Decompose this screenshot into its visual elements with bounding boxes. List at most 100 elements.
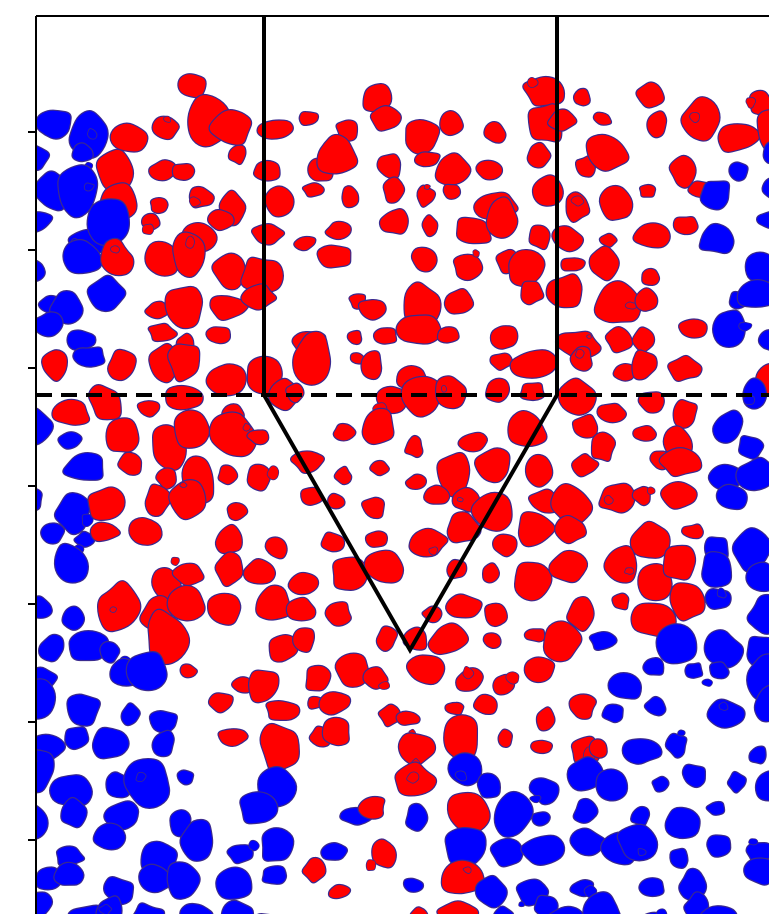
red-grain [376, 153, 402, 180]
blue-grain [669, 847, 689, 869]
blue-grain [744, 251, 769, 283]
red-grain [361, 407, 395, 446]
axes-layer [35, 15, 769, 914]
red-grain [41, 349, 69, 382]
left-ticks [28, 131, 36, 841]
red-grain [369, 105, 402, 132]
red-grain [252, 159, 281, 182]
red-grain [434, 152, 472, 186]
red-grain [592, 111, 613, 126]
blue-grain [36, 804, 49, 840]
red-grain [148, 159, 178, 182]
red-grain [318, 691, 352, 716]
red-grain [128, 516, 163, 546]
red-grain [571, 453, 600, 478]
red-grain [557, 377, 597, 416]
red-grain [247, 669, 280, 704]
red-grain [434, 375, 468, 410]
grain-fragment [248, 839, 260, 852]
blue-grain [621, 738, 663, 765]
blue-grain [36, 109, 72, 140]
blue-grain [40, 522, 66, 545]
grain-fragment [646, 486, 656, 495]
grain-fragment [716, 587, 727, 599]
grain-fragment [454, 770, 467, 782]
grain-fragment [586, 334, 593, 339]
blue-grain [53, 542, 89, 584]
red-grain [436, 900, 480, 914]
red-grain [89, 521, 121, 543]
red-grain [324, 220, 352, 241]
grain-layer [36, 73, 769, 914]
red-grain [208, 109, 253, 146]
red-grain [361, 496, 386, 520]
red-grain [117, 451, 143, 476]
grain-fragment [637, 848, 647, 857]
red-grain [598, 184, 634, 221]
grain-fragment [738, 321, 753, 332]
red-grain [507, 409, 548, 448]
red-grain [287, 571, 320, 596]
blue-grain [120, 702, 141, 727]
red-grain [513, 561, 553, 602]
blue-grain [736, 279, 769, 308]
red-grain [631, 349, 658, 381]
red-grain [298, 110, 320, 127]
blue-grain [743, 857, 769, 886]
red-grain [588, 738, 608, 759]
blue-grain [66, 329, 97, 352]
blue-grain [72, 346, 106, 368]
blue-grain [706, 698, 746, 729]
red-grain [265, 700, 301, 722]
red-grain [404, 473, 428, 491]
red-grain [444, 701, 465, 716]
blue-grain [55, 845, 86, 867]
grain-fragment [406, 771, 420, 784]
blue-grain [664, 806, 701, 840]
red-grain [332, 556, 369, 592]
red-grain [256, 119, 294, 140]
red-grain [333, 465, 353, 486]
grain-fragment [188, 196, 201, 208]
red-grain [172, 231, 206, 279]
red-grain [658, 447, 703, 478]
red-grain [177, 73, 207, 99]
red-grain [416, 184, 437, 208]
grain-fragment [718, 701, 729, 711]
grain-fragment [163, 115, 171, 123]
blue-grain [179, 818, 214, 862]
red-grain [637, 391, 665, 414]
blue-grain [57, 164, 99, 219]
red-grain [362, 82, 393, 113]
blue-grain [474, 874, 508, 909]
blue-grain [91, 726, 130, 760]
red-grain [357, 795, 386, 820]
grain-fragment [109, 606, 118, 613]
blue-grain [748, 745, 767, 765]
blue-grain [151, 729, 175, 758]
red-grain [635, 81, 665, 109]
blue-grain [73, 530, 96, 548]
red-grain [285, 596, 317, 622]
blue-grain [166, 861, 201, 900]
blue-grain [755, 211, 769, 229]
red-grain [672, 216, 699, 236]
red-grain [242, 557, 277, 585]
red-grain [371, 838, 397, 869]
blue-grain [36, 144, 51, 172]
red-grain [598, 482, 636, 514]
red-grain [217, 728, 249, 748]
blue-grain [123, 757, 171, 810]
blue-grain [62, 239, 103, 275]
blue-grain [476, 772, 502, 799]
grain-fragment [462, 866, 472, 874]
blue-grain [133, 902, 166, 914]
blue-grain [731, 527, 769, 573]
red-grain [268, 633, 300, 663]
blue-grain [616, 823, 659, 862]
red-grain [147, 608, 191, 666]
red-grain [173, 409, 211, 449]
red-grain [166, 584, 206, 622]
blue-grain [738, 435, 765, 460]
red-grain [489, 325, 519, 350]
